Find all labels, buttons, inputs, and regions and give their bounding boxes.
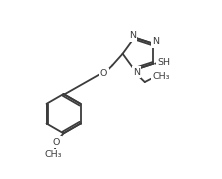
Text: CH₃: CH₃ <box>45 150 62 159</box>
Text: O: O <box>53 138 60 147</box>
Text: N: N <box>129 31 136 40</box>
Text: N: N <box>133 67 140 76</box>
Text: N: N <box>152 37 159 46</box>
Text: O: O <box>100 69 107 78</box>
Text: CH₃: CH₃ <box>153 72 170 81</box>
Text: SH: SH <box>157 58 170 67</box>
